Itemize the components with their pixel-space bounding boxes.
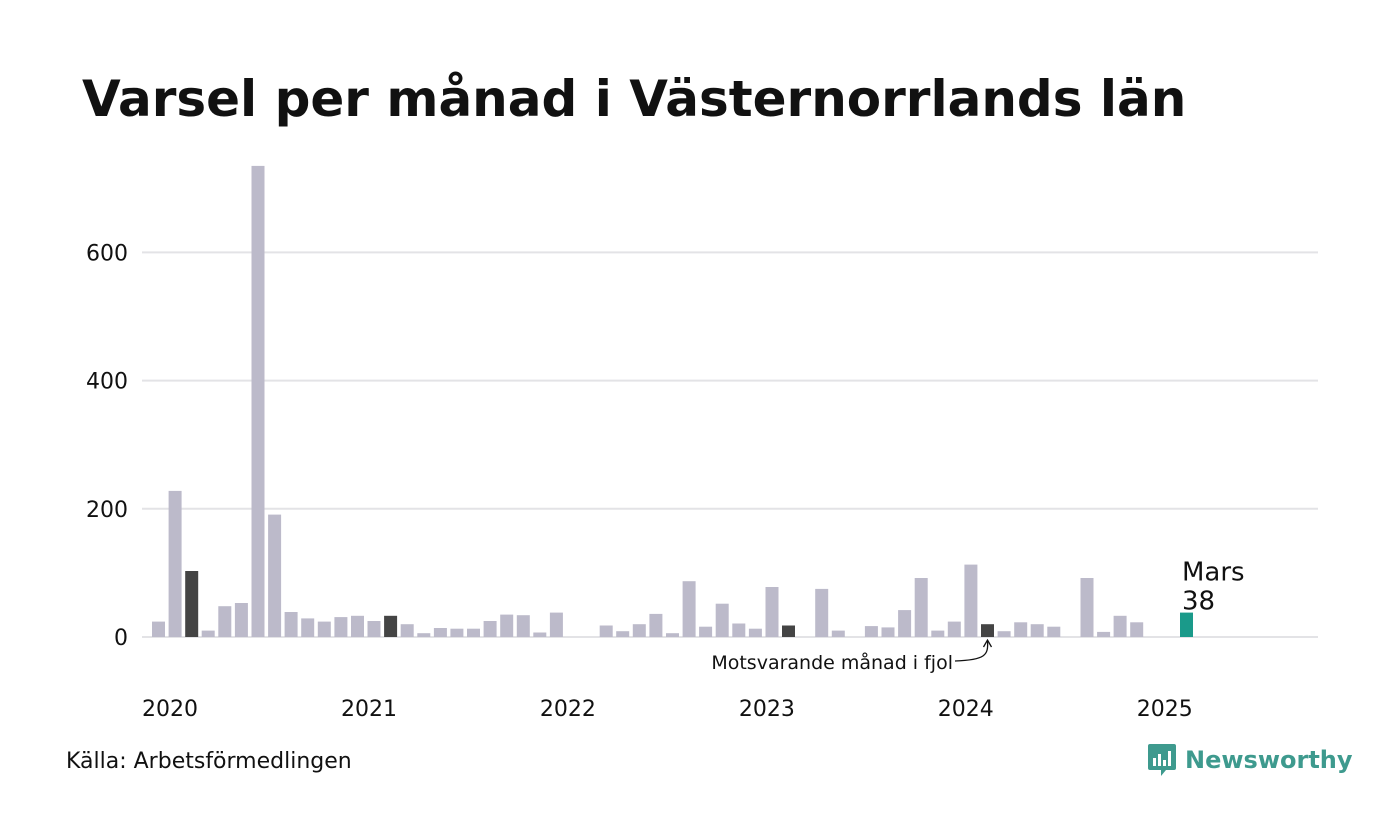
bar-2020-01[interactable] xyxy=(152,621,165,637)
bar-2024-10[interactable] xyxy=(1097,631,1111,637)
bar-2021-09[interactable] xyxy=(483,621,497,637)
bar-2023-03[interactable] xyxy=(782,625,795,638)
bar-2020-12[interactable] xyxy=(334,617,348,637)
x-tick-label: 2021 xyxy=(341,697,397,722)
newsworthy-logo-icon xyxy=(1148,744,1176,776)
current-month-label: Mars xyxy=(1182,558,1245,588)
bar-2023-01[interactable] xyxy=(748,628,762,637)
bar-2021-06[interactable] xyxy=(433,628,447,637)
bar-2024-07[interactable] xyxy=(1047,626,1061,637)
bar-2022-10[interactable] xyxy=(699,626,713,637)
bar-2022-05[interactable] xyxy=(616,631,630,637)
bar-2020-07[interactable] xyxy=(251,165,265,637)
bar-2023-12[interactable] xyxy=(931,630,945,637)
bar-2024-03[interactable] xyxy=(981,624,994,637)
x-tick-label: 2020 xyxy=(142,697,198,722)
bar-2024-01[interactable] xyxy=(947,621,961,637)
bar-2020-09[interactable] xyxy=(284,612,298,637)
bar-2020-08[interactable] xyxy=(268,514,282,637)
x-tick-label: 2022 xyxy=(540,697,596,722)
bar-2020-04[interactable] xyxy=(201,630,215,637)
x-axis: 2020 2021 2022 2023 2024 2025 xyxy=(142,697,1193,722)
y-tick-label: 0 xyxy=(114,626,128,651)
bar-2021-12[interactable] xyxy=(533,632,547,638)
bar-2023-09[interactable] xyxy=(881,627,895,637)
bar-2021-05[interactable] xyxy=(417,633,431,637)
bar-2021-11[interactable] xyxy=(516,615,530,637)
x-tick-label: 2024 xyxy=(938,697,994,722)
y-tick-label: 200 xyxy=(86,498,128,523)
x-tick-label: 2023 xyxy=(739,697,795,722)
bar-2022-09[interactable] xyxy=(682,581,696,637)
bar-2021-07[interactable] xyxy=(450,628,464,637)
bar-2023-02[interactable] xyxy=(765,587,779,637)
bar-2024-05[interactable] xyxy=(1014,622,1028,637)
bar-2020-05[interactable] xyxy=(218,606,232,637)
bar-2020-06[interactable] xyxy=(234,603,248,637)
bar-2023-05[interactable] xyxy=(815,588,829,637)
annotation-arrow-head xyxy=(982,638,993,648)
source-note: Källa: Arbetsförmedlingen xyxy=(66,749,352,774)
bar-2021-08[interactable] xyxy=(467,628,480,637)
bar-2020-03[interactable] xyxy=(185,571,199,637)
bar-2022-07[interactable] xyxy=(649,613,663,637)
bar-2021-10[interactable] xyxy=(500,614,514,637)
bar-2023-08[interactable] xyxy=(864,626,878,637)
brand-name: Newsworthy xyxy=(1185,746,1353,774)
bar-2022-04[interactable] xyxy=(599,625,613,638)
y-tick-label: 600 xyxy=(86,241,128,266)
bar-2023-11[interactable] xyxy=(914,578,928,637)
bar-2020-02[interactable] xyxy=(168,490,182,637)
bars xyxy=(152,165,1193,638)
same-month-annotation: Motsvarande månad i fjol xyxy=(711,651,953,674)
grid-lines xyxy=(142,251,1318,638)
bar-2022-06[interactable] xyxy=(632,624,646,637)
annotation-arrow-line xyxy=(954,640,989,662)
bar-2022-12[interactable] xyxy=(732,623,746,638)
current-month-value: 38 xyxy=(1182,587,1215,617)
bar-2024-11[interactable] xyxy=(1113,615,1127,637)
bar-2021-04[interactable] xyxy=(400,624,414,637)
bar-2024-04[interactable] xyxy=(997,631,1011,637)
bar-2023-06[interactable] xyxy=(831,630,845,637)
bar-2022-11[interactable] xyxy=(715,603,729,637)
bar-2024-12[interactable] xyxy=(1130,622,1144,637)
brand-logo[interactable]: Newsworthy xyxy=(1147,743,1353,777)
chart-title: Varsel per månad i Västernorrlands län xyxy=(82,70,1187,128)
bar-2024-06[interactable] xyxy=(1030,624,1044,637)
bar-2020-11[interactable] xyxy=(317,621,331,637)
bar-2024-02[interactable] xyxy=(964,564,978,637)
bar-2022-01[interactable] xyxy=(549,612,563,637)
bar-2023-10[interactable] xyxy=(898,610,912,637)
bar-2021-01[interactable] xyxy=(351,615,364,637)
y-tick-label: 400 xyxy=(86,370,128,395)
bar-2021-03[interactable] xyxy=(384,615,398,637)
y-axis: 0 200 400 600 xyxy=(86,241,128,651)
bar-2021-02[interactable] xyxy=(367,621,381,637)
bar-2020-10[interactable] xyxy=(301,618,315,637)
x-tick-label: 2025 xyxy=(1137,697,1193,722)
bar-2025-03[interactable] xyxy=(1180,612,1193,637)
bar-2022-08[interactable] xyxy=(666,633,679,637)
bar-2024-09[interactable] xyxy=(1080,578,1094,637)
